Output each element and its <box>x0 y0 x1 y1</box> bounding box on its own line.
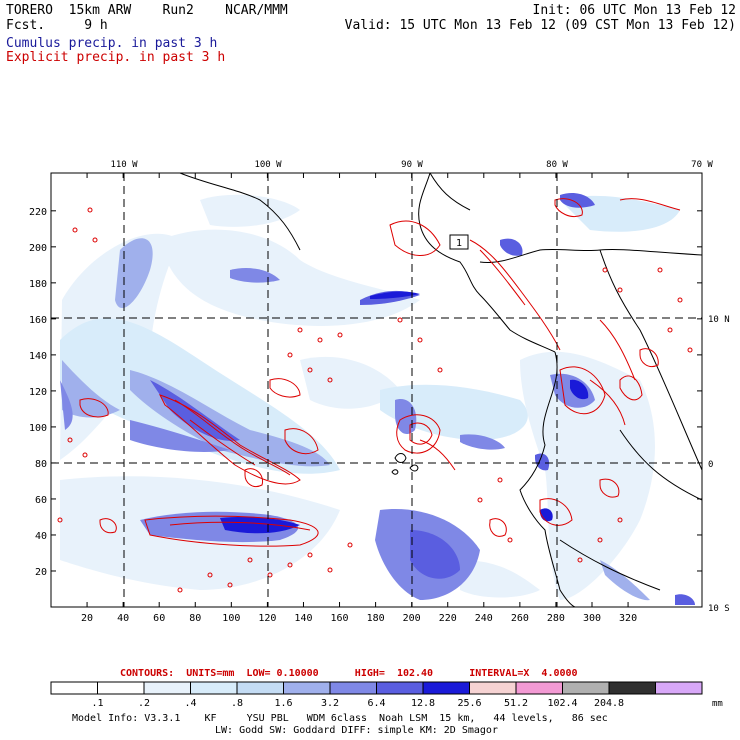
colorbar-labels: .1 .2 .4 .8 1.6 3.2 6.4 12.8 25.6 51.2 102.4 204.8 <box>91 698 624 709</box>
tick-marks <box>51 173 702 607</box>
latlon-grid <box>51 173 702 607</box>
x-tick-label: 160 <box>331 613 349 624</box>
colorbar-swatch <box>422 681 470 695</box>
x-tick-label: 140 <box>294 613 312 624</box>
colorbar <box>50 681 703 695</box>
colorbar-label: 12.8 <box>411 698 435 709</box>
colorbar-swatch <box>376 681 424 695</box>
lon-label: 90 W <box>401 160 423 170</box>
colorbar-swatch <box>143 681 191 695</box>
station-box <box>449 234 469 250</box>
x-tick-label: 320 <box>619 613 637 624</box>
y-tick-label: 160 <box>29 315 47 326</box>
y-tick-label: 120 <box>29 387 47 398</box>
y-tick-label: 60 <box>35 495 47 506</box>
colorbar-label: .2 <box>138 698 150 709</box>
init-time: Init: 06 UTC Mon 13 Feb 12 <box>532 3 737 18</box>
x-tick-label: 40 <box>117 613 129 624</box>
y-tick-label: 180 <box>29 279 47 290</box>
colorbar-label: 25.6 <box>457 698 481 709</box>
colorbar-swatch <box>190 681 238 695</box>
colorbar-swatch <box>236 681 284 695</box>
precip-contours <box>79 198 681 547</box>
y-tick-label: 140 <box>29 351 47 362</box>
x-tick-label: 20 <box>81 613 93 624</box>
colorbar-swatch <box>562 681 610 695</box>
colorbar-swatch <box>469 681 517 695</box>
x-tick-label: 280 <box>547 613 565 624</box>
colorbar-label: 6.4 <box>367 698 385 709</box>
tick-labels: 20 40 60 80 100 120 140 160 180 200 220 240 260 280 30… <box>29 160 730 624</box>
cumulus-legend: Cumulus precip. in past 3 h <box>6 36 218 51</box>
valid-time: Valid: 15 UTC Mon 13 Feb 12 (09 CST Mon … <box>344 18 736 33</box>
model-title: TORERO 15km ARW Run2 NCAR/MMM <box>6 3 288 18</box>
station-box-label: 1 <box>456 238 462 249</box>
colorbar-label: 102.4 <box>547 698 577 709</box>
y-tick-label: 80 <box>35 459 47 470</box>
map-frame <box>50 172 703 608</box>
colorbar-label: .8 <box>231 698 243 709</box>
y-tick-label: 200 <box>29 243 47 254</box>
y-tick-label: 100 <box>29 423 47 434</box>
colorbar-swatch <box>515 681 563 695</box>
colorbar-label: 204.8 <box>594 698 624 709</box>
colorbar-label: 1.6 <box>274 698 292 709</box>
contours-label: CONTOURS: UNITS=mm LOW= 0.10000 HIGH= 10… <box>120 668 578 679</box>
x-tick-label: 240 <box>475 613 493 624</box>
precip-shading <box>60 193 695 605</box>
precip-speckles <box>57 207 693 593</box>
colorbar-label: .1 <box>91 698 103 709</box>
colorbar-swatch <box>97 681 145 695</box>
x-tick-label: 100 <box>222 613 240 624</box>
x-tick-label: 260 <box>511 613 529 624</box>
y-tick-label: 40 <box>35 531 47 542</box>
lat-label: 10 N <box>708 315 730 325</box>
x-tick-label: 80 <box>189 613 201 624</box>
colorbar-swatch <box>655 681 703 695</box>
lon-label: 70 W <box>691 160 713 170</box>
y-tick-label: 20 <box>35 567 47 578</box>
colorbar-label: 51.2 <box>504 698 528 709</box>
colorbar-swatch <box>50 681 98 695</box>
forecast-hour: Fcst. 9 h <box>6 18 108 33</box>
lat-label: 0 <box>708 460 713 470</box>
x-tick-label: 120 <box>258 613 276 624</box>
colorbar-label: .4 <box>184 698 196 709</box>
x-tick-label: 60 <box>153 613 165 624</box>
colorbar-swatch <box>329 681 377 695</box>
colorbar-swatch <box>283 681 331 695</box>
explicit-legend: Explicit precip. in past 3 h <box>6 50 226 65</box>
colorbar-swatch <box>608 681 656 695</box>
x-tick-label: 300 <box>583 613 601 624</box>
coastlines <box>179 173 702 607</box>
x-tick-label: 220 <box>439 613 457 624</box>
y-tick-label: 220 <box>29 207 47 218</box>
lon-label: 110 W <box>110 160 138 170</box>
lon-label: 80 W <box>546 160 568 170</box>
x-tick-label: 180 <box>367 613 385 624</box>
colorbar-units: mm <box>712 699 723 709</box>
model-info: Model Info: V3.3.1 KF YSU PBL WDM 6class… <box>72 713 608 724</box>
lon-label: 100 W <box>254 160 282 170</box>
model-physics: LW: Godd SW: Goddard DIFF: simple KM: 2D… <box>215 725 498 736</box>
x-tick-label: 200 <box>403 613 421 624</box>
colorbar-label: 3.2 <box>321 698 339 709</box>
lat-label: 10 S <box>708 604 730 614</box>
